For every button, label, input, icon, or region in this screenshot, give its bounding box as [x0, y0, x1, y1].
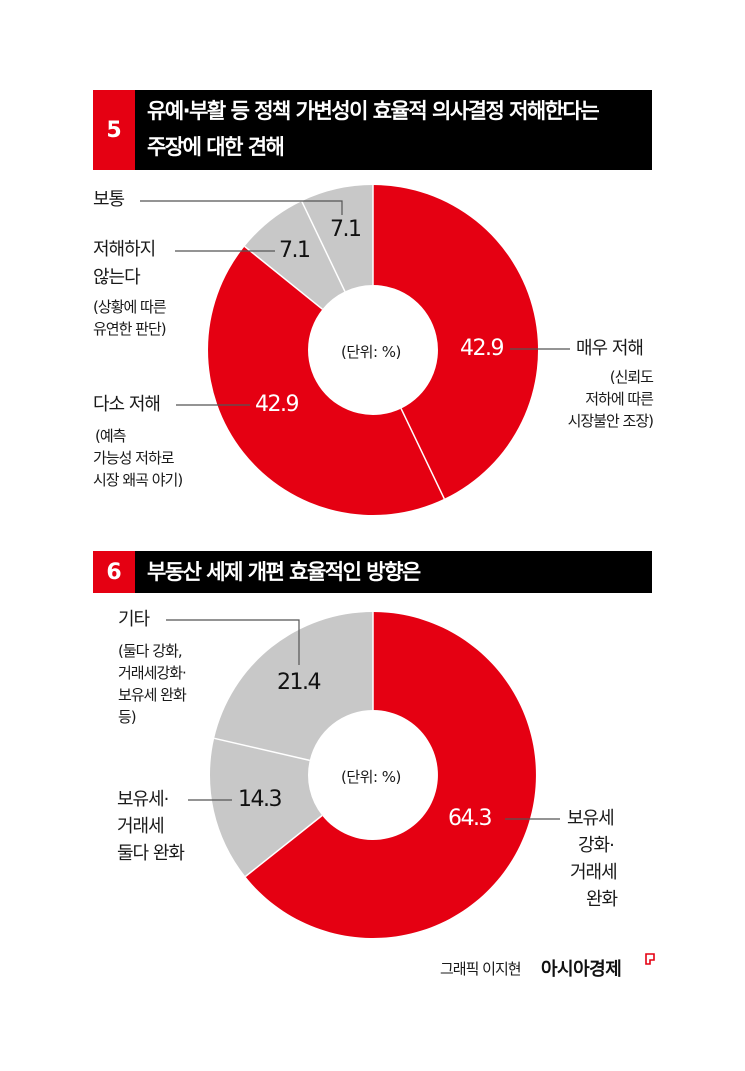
value-normal: 7.1: [330, 217, 362, 242]
slice-hold-strengthen: [245, 612, 536, 938]
section6-header: 6 부동산 세제 개편 효율적인 방향은: [93, 551, 652, 593]
label-somewhat: 다소 저해: [93, 394, 161, 415]
brand-logo-text: 아시아경제: [541, 959, 622, 980]
label-hold-strengthen-4: 완화: [586, 889, 618, 910]
leader-other: [166, 619, 300, 665]
label-both-ease-2: 거래세: [117, 816, 165, 837]
label-other-sub-2: 거래세강화·: [118, 664, 187, 682]
section6-title: 부동산 세제 개편 효율적인 방향은: [147, 560, 421, 584]
section5-header: 5 유예·부활 등 정책 가변성이 효율적 의사결정 저해한다는 주장에 대한 …: [93, 90, 652, 170]
value-not-hinder: 7.1: [279, 238, 311, 263]
label-other-sub-4: 등): [118, 708, 137, 726]
unit-label-2: (단위: %): [341, 768, 401, 786]
label-very-sub-1: (신뢰도: [609, 368, 654, 386]
label-other-sub-1: (둘다 강화,: [118, 642, 183, 660]
label-somewhat-sub-1: (예측: [95, 427, 126, 445]
leader-normal: [140, 200, 343, 215]
label-very-sub-3: 시장불안 조장): [567, 412, 654, 430]
label-not-hinder-2: 않는다: [93, 267, 141, 288]
label-other-sub-3: 보유세 완화: [118, 686, 187, 704]
brand-mark-icon: [645, 953, 655, 965]
label-somewhat-sub-3: 시장 왜곡 야기): [93, 471, 183, 489]
section5-number: 5: [93, 90, 135, 170]
label-not-hinder-sub-2: 유연한 판단): [93, 320, 167, 338]
section6-number: 6: [93, 551, 135, 593]
label-hold-strengthen-1: 보유세: [567, 808, 615, 829]
slice-very-hinder: [373, 185, 539, 499]
label-normal: 보통: [93, 189, 125, 210]
value-somewhat: 42.9: [255, 392, 299, 417]
slice-not-hinder: [244, 201, 345, 310]
slice-other: [214, 612, 373, 761]
slice-normal: [301, 185, 373, 292]
graphic-credit: 그래픽 이지현: [440, 960, 522, 978]
label-other: 기타: [118, 609, 150, 630]
section5-title-line2: 주장에 대한 견해: [147, 135, 285, 159]
value-hold-strengthen: 64.3: [448, 806, 492, 831]
label-both-ease-3: 둘다 완화: [117, 843, 185, 864]
label-hold-strengthen-2: 강화·: [578, 835, 615, 856]
slice-both-ease: [209, 738, 323, 877]
value-both-ease: 14.3: [238, 787, 282, 812]
label-very-sub-2: 저하에 따른: [585, 390, 654, 408]
section5-title-line1: 유예·부활 등 정책 가변성이 효율적 의사결정 저해한다는: [147, 99, 600, 123]
value-very: 42.9: [460, 336, 504, 361]
slice-somewhat-hinder: [208, 246, 445, 515]
value-other: 21.4: [277, 670, 321, 695]
label-somewhat-sub-2: 가능성 저하로: [93, 449, 175, 467]
unit-label-1: (단위: %): [341, 343, 401, 361]
label-not-hinder-1: 저해하지: [93, 239, 156, 260]
label-hold-strengthen-3: 거래세: [570, 862, 618, 883]
label-both-ease-1: 보유세·: [117, 789, 169, 810]
label-very: 매우 저해: [576, 338, 644, 359]
label-not-hinder-sub-1: (상황에 따른: [93, 298, 167, 316]
